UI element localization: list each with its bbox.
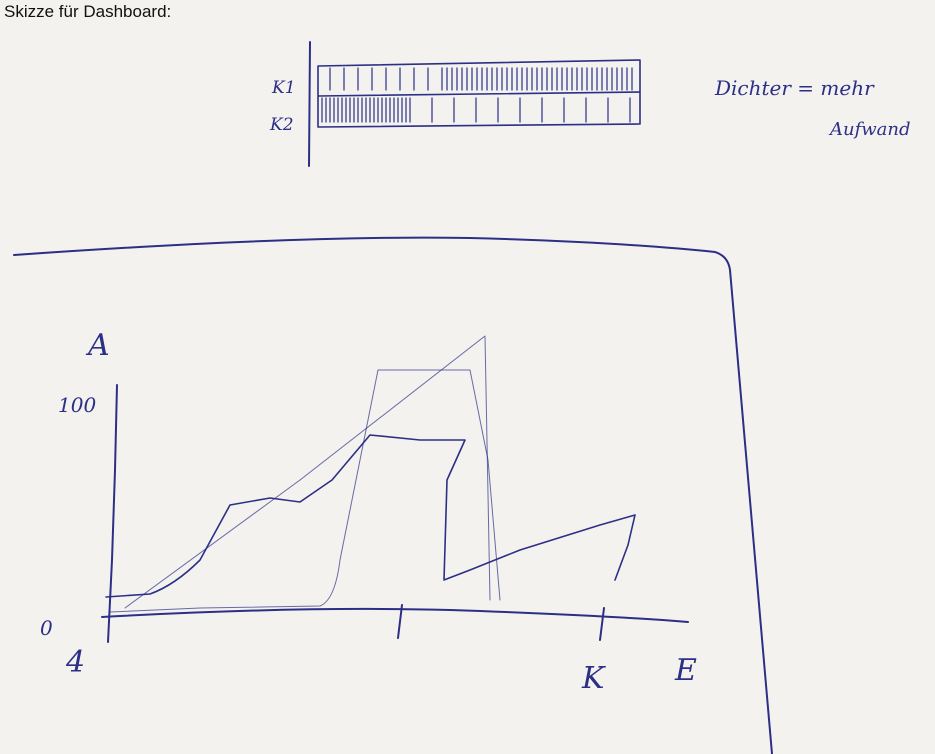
note-line: Dichter = mehr [714, 76, 875, 100]
y-origin-label: 0 [40, 616, 53, 640]
timeline-bars [317, 59, 641, 128]
x-label: K [581, 661, 606, 696]
page-title: Skizze für Dashboard: [4, 2, 172, 21]
note-line: Aufwand [828, 119, 911, 140]
x-origin-label: 4 [65, 645, 85, 680]
y-max-label: 100 [58, 393, 96, 417]
x-tick [397, 604, 605, 641]
series-line [109, 369, 501, 613]
timeline-axis [308, 41, 311, 167]
trend-line [124, 335, 491, 609]
x-axis [101, 607, 689, 623]
row-label: K2 [269, 115, 294, 135]
y-axis [107, 384, 118, 643]
timeline-ticks [321, 67, 633, 123]
series-line [105, 434, 636, 598]
y-top-label: A [85, 328, 110, 363]
x-label: E [674, 653, 697, 688]
panel-frame [13, 236, 773, 754]
row-label: K1 [271, 78, 296, 98]
